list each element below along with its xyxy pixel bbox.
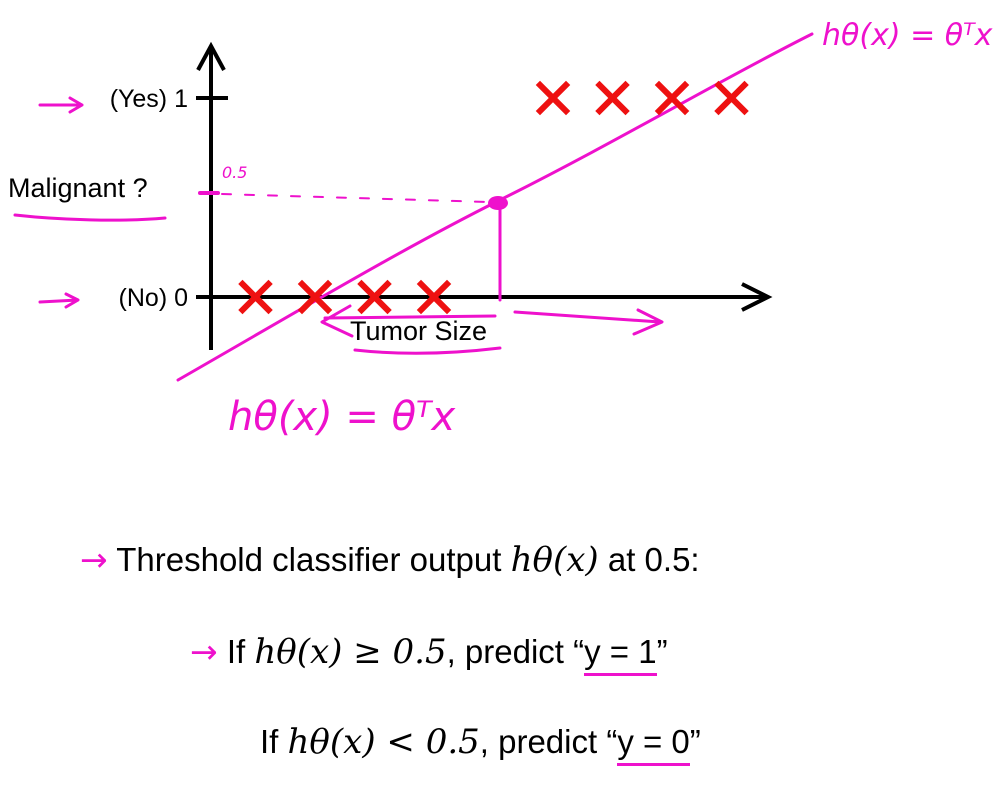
threshold-math: hθ(x) xyxy=(510,540,599,580)
rule-y1-line: → If hθ(x) ≥ 0.5, predict “y = 1” xyxy=(190,632,668,676)
rule-y1-predict: , predict “ xyxy=(446,633,585,670)
y-axis xyxy=(196,41,226,350)
y-tick-label-yes: (Yes) 1 xyxy=(110,85,188,113)
rule-y1-if: If xyxy=(226,633,246,670)
threshold-dashed-line xyxy=(221,193,489,203)
hypothesis-label-top: hθ(x) = θᵀx xyxy=(822,18,993,53)
rule-y0-line: If hθ(x) < 0.5, predict “y = 0” xyxy=(260,722,701,766)
arrow-no-icon xyxy=(38,292,80,309)
chart: (Yes) 1 (No) 0 Malignant ? Tumor Size 0.… xyxy=(8,18,993,440)
hypothesis-label-bottom: hθ(x) = θᵀx xyxy=(228,394,456,440)
data-point-5 xyxy=(535,80,571,116)
rule-y1-value: y = 1 xyxy=(584,633,657,676)
data-point-7 xyxy=(654,80,690,116)
data-point-8 xyxy=(714,80,749,116)
x-axis-label: Tumor Size xyxy=(350,316,487,346)
y-tick-label-no: (No) 0 xyxy=(119,284,188,312)
rule-y0-math: hθ(x) < 0.5 xyxy=(287,722,480,762)
rule-y0-if: If xyxy=(260,723,279,760)
malignant-underline xyxy=(13,213,167,222)
data-point-1 xyxy=(238,279,273,315)
intersection-point xyxy=(488,196,508,210)
rule-y0-predict: , predict “ xyxy=(479,723,618,760)
arrow-icon: → xyxy=(190,632,218,671)
rule-y1-math: hθ(x) ≥ 0.5 xyxy=(254,632,447,672)
svg-text:hθ(x) = θᵀx: hθ(x) = θᵀx xyxy=(822,18,993,53)
right-arrow-icon xyxy=(513,308,664,336)
rule-y0-value: y = 0 xyxy=(617,723,690,766)
data-point-6 xyxy=(595,80,630,116)
svg-text:hθ(x) = θᵀx: hθ(x) = θᵀx xyxy=(228,394,456,440)
left-arrow-icon xyxy=(320,304,497,338)
arrow-yes-icon xyxy=(38,96,84,114)
threshold-label: 0.5 xyxy=(222,163,247,182)
data-point-2 xyxy=(297,279,333,315)
data-points xyxy=(238,80,749,315)
threshold-line: → Threshold classifier output hθ(x) at 0… xyxy=(80,540,700,580)
tumor-size-underline xyxy=(353,346,502,355)
data-point-4 xyxy=(416,279,452,315)
x-axis xyxy=(196,282,773,312)
threshold-suffix: at 0.5: xyxy=(607,541,700,578)
rule-y1-close: ” xyxy=(656,633,668,670)
rule-y0-close: ” xyxy=(689,723,701,760)
data-point-3 xyxy=(357,279,392,315)
y-axis-label: Malignant ? xyxy=(8,173,148,203)
threshold-text: Threshold classifier output xyxy=(116,541,502,578)
arrow-icon: → xyxy=(80,540,108,579)
